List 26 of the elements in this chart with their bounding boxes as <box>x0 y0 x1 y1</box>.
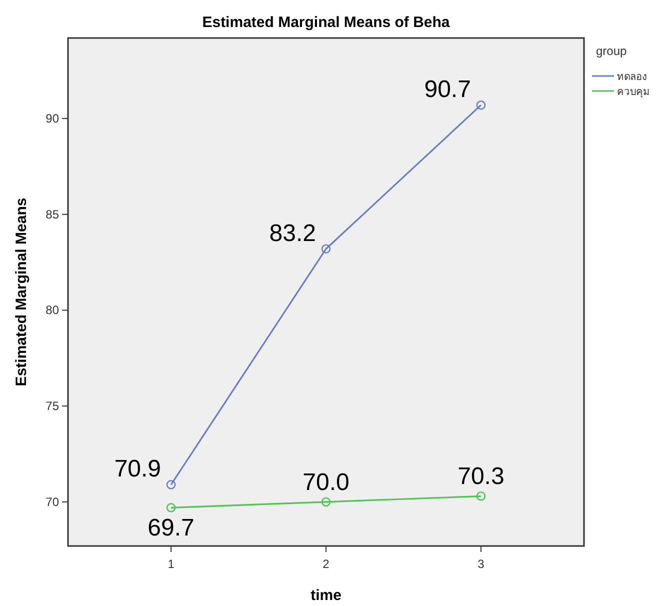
y-tick-label: 70 <box>46 494 60 509</box>
legend-title: group <box>596 44 628 58</box>
data-label: 70.0 <box>302 468 350 496</box>
point <box>166 480 176 490</box>
data-label: 90.7 <box>424 76 471 104</box>
x-tick-label: 3 <box>478 557 485 571</box>
x-tick-label: 1 <box>168 557 175 571</box>
x-tick-label: 2 <box>322 557 330 571</box>
data-label: 83.2 <box>269 220 316 247</box>
point <box>321 244 331 254</box>
y-tick-label: 75 <box>46 399 60 414</box>
chart-title: Estimated Marginal Means of Beha <box>202 14 450 31</box>
x-axis-title: time <box>310 587 342 604</box>
y-tick-label: 85 <box>46 207 60 222</box>
point <box>476 492 486 501</box>
point <box>476 100 486 110</box>
data-label: 70.9 <box>114 456 162 483</box>
point <box>321 497 331 507</box>
legend-label: ควบคุม <box>617 87 650 98</box>
point <box>166 503 176 512</box>
data-label: 70.3 <box>458 463 504 490</box>
y-tick-label: 90 <box>46 112 60 126</box>
y-tick-label: 80 <box>46 303 60 318</box>
y-axis-title: Estimated Marginal Means <box>13 198 30 386</box>
data-label: 69.7 <box>148 514 194 542</box>
legend-label: ทดลอง <box>617 72 647 83</box>
